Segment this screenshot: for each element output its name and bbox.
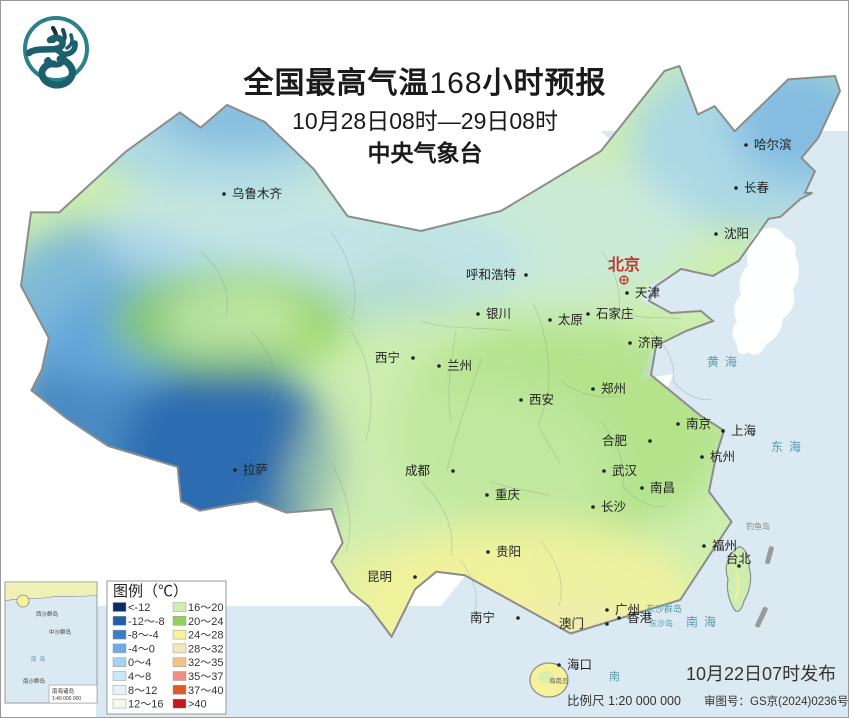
svg-text:南: 南 — [609, 670, 624, 683]
svg-text:兰州: 兰州 — [447, 359, 472, 373]
svg-text:海南岛: 海南岛 — [549, 676, 569, 685]
svg-text:-12～-8: -12～-8 — [128, 616, 165, 628]
svg-text:8～12: 8～12 — [128, 685, 157, 697]
svg-text:全国最高气温168小时预报: 全国最高气温168小时预报 — [242, 66, 606, 100]
svg-text:拉萨: 拉萨 — [243, 462, 268, 477]
svg-text:重庆: 重庆 — [495, 487, 521, 502]
svg-text:贵阳: 贵阳 — [496, 545, 521, 559]
svg-text:黄海: 黄海 — [707, 354, 743, 369]
svg-text:钓鱼岛: 钓鱼岛 — [746, 521, 770, 531]
svg-text:35～37: 35～37 — [188, 671, 223, 683]
svg-text:天津: 天津 — [635, 286, 660, 300]
svg-text:福州: 福州 — [712, 538, 737, 553]
svg-text:哈尔滨: 哈尔滨 — [754, 137, 792, 152]
svg-text:10月22日07时发布: 10月22日07时发布 — [686, 664, 836, 684]
svg-text:16～20: 16～20 — [188, 602, 223, 614]
svg-text:海口: 海口 — [567, 657, 592, 672]
svg-text:南昌: 南昌 — [650, 480, 675, 495]
svg-text:中沙群岛: 中沙群岛 — [49, 628, 72, 636]
svg-text:长春: 长春 — [744, 181, 770, 195]
svg-text:南京: 南京 — [686, 416, 711, 431]
svg-text:12～16: 12～16 — [128, 699, 163, 711]
svg-text:南海诸岛: 南海诸岛 — [52, 687, 75, 695]
svg-text:0～4: 0～4 — [128, 657, 151, 669]
svg-text:长沙: 长沙 — [601, 500, 627, 514]
svg-text:郑州: 郑州 — [601, 381, 626, 396]
svg-text:4～8: 4～8 — [128, 671, 151, 683]
svg-text:比例尺 1:20 000 000: 比例尺 1:20 000 000 — [567, 694, 681, 708]
svg-text:南沙群岛: 南沙群岛 — [23, 677, 46, 685]
svg-text:济南: 济南 — [638, 335, 663, 350]
svg-text:银川: 银川 — [486, 307, 511, 321]
svg-text:石家庄: 石家庄 — [596, 306, 634, 321]
svg-text:上海: 上海 — [731, 423, 757, 438]
svg-text:东沙岛: 东沙岛 — [649, 618, 673, 628]
svg-text:南宁: 南宁 — [470, 610, 495, 625]
svg-text:北京: 北京 — [608, 255, 640, 274]
svg-text:中央气象台: 中央气象台 — [368, 140, 483, 166]
svg-text:24～28: 24～28 — [188, 630, 223, 642]
svg-text:澳门: 澳门 — [559, 616, 584, 631]
svg-text:东海: 东海 — [771, 439, 807, 454]
svg-text:西宁: 西宁 — [375, 350, 400, 365]
svg-text:-8～-4: -8～-4 — [128, 630, 159, 642]
svg-text:审图号：GS京(2024)0236号: 审图号：GS京(2024)0236号 — [704, 694, 848, 708]
svg-text:10月28日08时—29日08时: 10月28日08时—29日08时 — [292, 108, 558, 134]
svg-text:南海: 南海 — [31, 655, 48, 663]
svg-text:图例（℃）: 图例（℃） — [113, 583, 188, 600]
svg-text:>40: >40 — [188, 699, 207, 711]
svg-text:西沙群岛: 西沙群岛 — [36, 610, 59, 618]
svg-text:南海: 南海 — [686, 614, 722, 629]
svg-text:<-12: <-12 — [128, 602, 150, 614]
svg-text:呼和浩特: 呼和浩特 — [466, 267, 516, 282]
svg-text:-4～0: -4～0 — [128, 643, 155, 655]
svg-text:沈阳: 沈阳 — [724, 226, 749, 241]
svg-text:东沙群岛: 东沙群岛 — [646, 603, 682, 614]
svg-text:太原: 太原 — [558, 312, 583, 327]
svg-text:合肥: 合肥 — [602, 433, 628, 448]
svg-text:37～40: 37～40 — [188, 685, 223, 697]
svg-text:昆明: 昆明 — [367, 570, 392, 584]
svg-text:西安: 西安 — [529, 392, 554, 407]
svg-text:32～35: 32～35 — [188, 657, 223, 669]
svg-text:武汉: 武汉 — [612, 464, 638, 478]
svg-text:成都: 成都 — [405, 464, 431, 478]
svg-text:杭州: 杭州 — [710, 449, 735, 464]
svg-text:20～24: 20～24 — [188, 616, 223, 628]
svg-text:28～32: 28～32 — [188, 643, 223, 655]
svg-text:台北: 台北 — [726, 551, 752, 566]
svg-text:1:40 000 000: 1:40 000 000 — [52, 696, 81, 702]
svg-text:乌鲁木齐: 乌鲁木齐 — [232, 186, 283, 201]
